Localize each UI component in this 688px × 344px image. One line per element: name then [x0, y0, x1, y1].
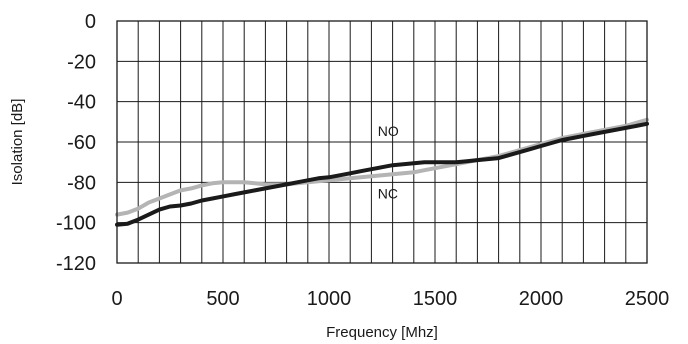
y-tick-label: -60	[67, 132, 96, 154]
grid	[117, 21, 647, 263]
x-tick-label: 1000	[307, 288, 352, 310]
y-tick-label: -80	[67, 172, 96, 194]
x-tick-label: 0	[111, 288, 122, 310]
y-tick-label: -120	[56, 253, 96, 275]
y-axis-title: Isolation [dB]	[9, 99, 26, 186]
y-tick-label: -40	[67, 92, 96, 114]
x-tick-label: 2500	[625, 288, 670, 310]
plot-frame	[116, 20, 648, 264]
x-tick-label: 1500	[413, 288, 458, 310]
series-label-no: NO	[378, 123, 399, 139]
series-labels: NO NC	[378, 123, 399, 202]
series-line-nc	[115, 121, 649, 227]
x-tick-label: 500	[206, 288, 239, 310]
y-tick-label: -100	[56, 213, 96, 235]
y-tick-label: -20	[67, 51, 96, 73]
x-axis-title: Frequency [Mhz]	[326, 324, 438, 341]
y-tick-label: 0	[85, 11, 96, 33]
y-tick-labels: 0 -20 -40 -60 -80 -100 -120	[56, 11, 96, 275]
series-label-nc: NC	[378, 185, 398, 201]
x-tick-labels: 0 500 1000 1500 2000 2500	[111, 288, 669, 310]
x-tick-label: 2000	[519, 288, 564, 310]
series-group	[115, 117, 649, 227]
